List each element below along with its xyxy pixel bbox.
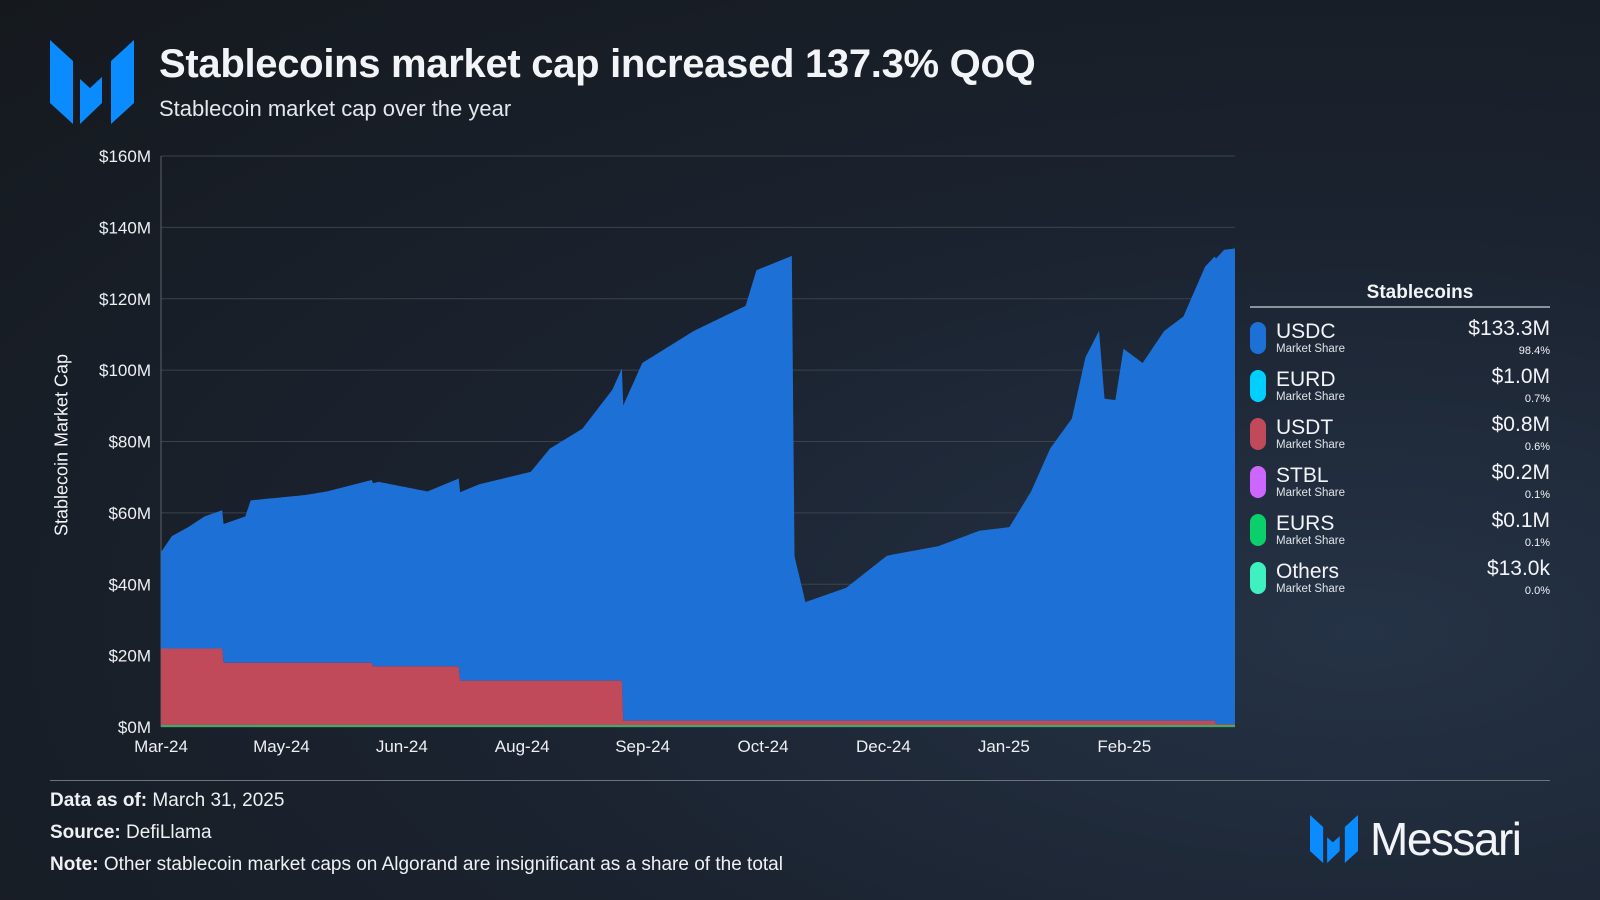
legend-swatch [1250, 466, 1266, 498]
y-tick-label: $80M [108, 433, 151, 452]
legend-share: 98.4% [1518, 345, 1550, 357]
note-value: Other stablecoin market caps on Algorand… [98, 854, 783, 875]
legend-share: 0.6% [1524, 441, 1550, 453]
legend-name: EURD [1276, 368, 1336, 391]
legend-swatch [1250, 370, 1266, 402]
legend-name: USDC [1276, 320, 1336, 343]
x-tick-label: Dec-24 [856, 737, 911, 756]
legend-sub: Market Share [1276, 583, 1346, 595]
legend-name: EURS [1276, 512, 1335, 535]
y-tick-label: $60M [108, 504, 151, 523]
x-tick-label: Jun-24 [376, 737, 428, 756]
legend-sub: Market Share [1276, 535, 1346, 547]
legend-item-stbl: STBL Market Share $0.2M 0.1% [1250, 458, 1550, 506]
legend-share: 0.0% [1524, 585, 1550, 597]
legend-sub: Market Share [1276, 487, 1346, 499]
data-as-of-label: Data as of: [50, 790, 148, 811]
usdc-area [161, 248, 1235, 725]
data-as-of-value: March 31, 2025 [147, 790, 285, 811]
legend: Stablecoins USDC Market Share $133.3M 98… [1250, 282, 1550, 602]
y-tick-label: $40M [108, 575, 151, 594]
legend-name: STBL [1276, 464, 1329, 487]
legend-value: $0.1M [1491, 509, 1550, 532]
source-label: Source: [50, 822, 121, 843]
legend-swatch [1250, 322, 1266, 354]
chart-subtitle: Stablecoin market cap over the year [159, 96, 512, 121]
messari-logo-icon [1310, 815, 1358, 863]
legend-share: 0.7% [1524, 393, 1550, 405]
legend-sub: Market Share [1276, 343, 1346, 355]
x-tick-label: Mar-24 [134, 737, 188, 756]
messari-brand: Messari [1310, 812, 1522, 866]
legend-name: USDT [1276, 416, 1334, 439]
legend-item-eurs: EURS Market Share $0.1M 0.1% [1250, 506, 1550, 554]
y-tick-label: $160M [99, 147, 151, 166]
source-value: DefiLlama [120, 822, 212, 843]
data-as-of: Data as of: March 31, 2025 [50, 790, 284, 812]
x-tick-label: Jan-25 [978, 737, 1030, 756]
brand-name: Messari [1370, 813, 1522, 865]
area-chart: $0M $20M $40M $60M $80M $100M $120M $140M $160M M… [99, 147, 1235, 756]
legend-swatch [1250, 514, 1266, 546]
source: Source: DefiLlama [50, 822, 212, 844]
usdt-area [161, 648, 1235, 727]
legend-value: $1.0M [1491, 365, 1550, 388]
legend-item-usdt: USDT Market Share $0.8M 0.6% [1250, 410, 1550, 458]
legend-share: 0.1% [1524, 489, 1550, 501]
x-tick-label: Sep-24 [615, 737, 670, 756]
legend-value: $0.8M [1491, 413, 1550, 436]
footer-divider [50, 780, 1550, 781]
y-tick-label: $100M [99, 361, 151, 380]
legend-item-usdc: USDC Market Share $133.3M 98.4% [1250, 314, 1550, 362]
messari-logo-icon [50, 40, 134, 124]
x-tick-label: May-24 [253, 737, 310, 756]
y-tick-label: $20M [108, 647, 151, 666]
legend-sub: Market Share [1276, 391, 1346, 403]
note: Note: Other stablecoin market caps on Al… [50, 854, 783, 876]
legend-sub: Market Share [1276, 439, 1346, 451]
x-tick-label: Feb-25 [1097, 737, 1151, 756]
y-tick-label: $140M [99, 218, 151, 237]
note-label: Note: [50, 854, 99, 875]
chart-title: Stablecoins market cap increased 137.3% … [159, 42, 1036, 86]
y-tick-label: $120M [99, 290, 151, 309]
x-tick-label: Oct-24 [738, 737, 789, 756]
legend-value: $133.3M [1468, 317, 1550, 340]
legend-swatch [1250, 418, 1266, 450]
x-tick-label: Aug-24 [495, 737, 550, 756]
legend-item-eurd: EURD Market Share $1.0M 0.7% [1250, 362, 1550, 410]
legend-item-others: Others Market Share $13.0k 0.0% [1250, 554, 1550, 602]
legend-name: Others [1276, 560, 1340, 583]
y-tick-label: $0M [118, 718, 151, 737]
legend-swatch [1250, 562, 1266, 594]
legend-value: $0.2M [1491, 461, 1550, 484]
legend-share: 0.1% [1524, 537, 1550, 549]
legend-value: $13.0k [1486, 557, 1550, 580]
legend-title: Stablecoins [1250, 282, 1550, 308]
